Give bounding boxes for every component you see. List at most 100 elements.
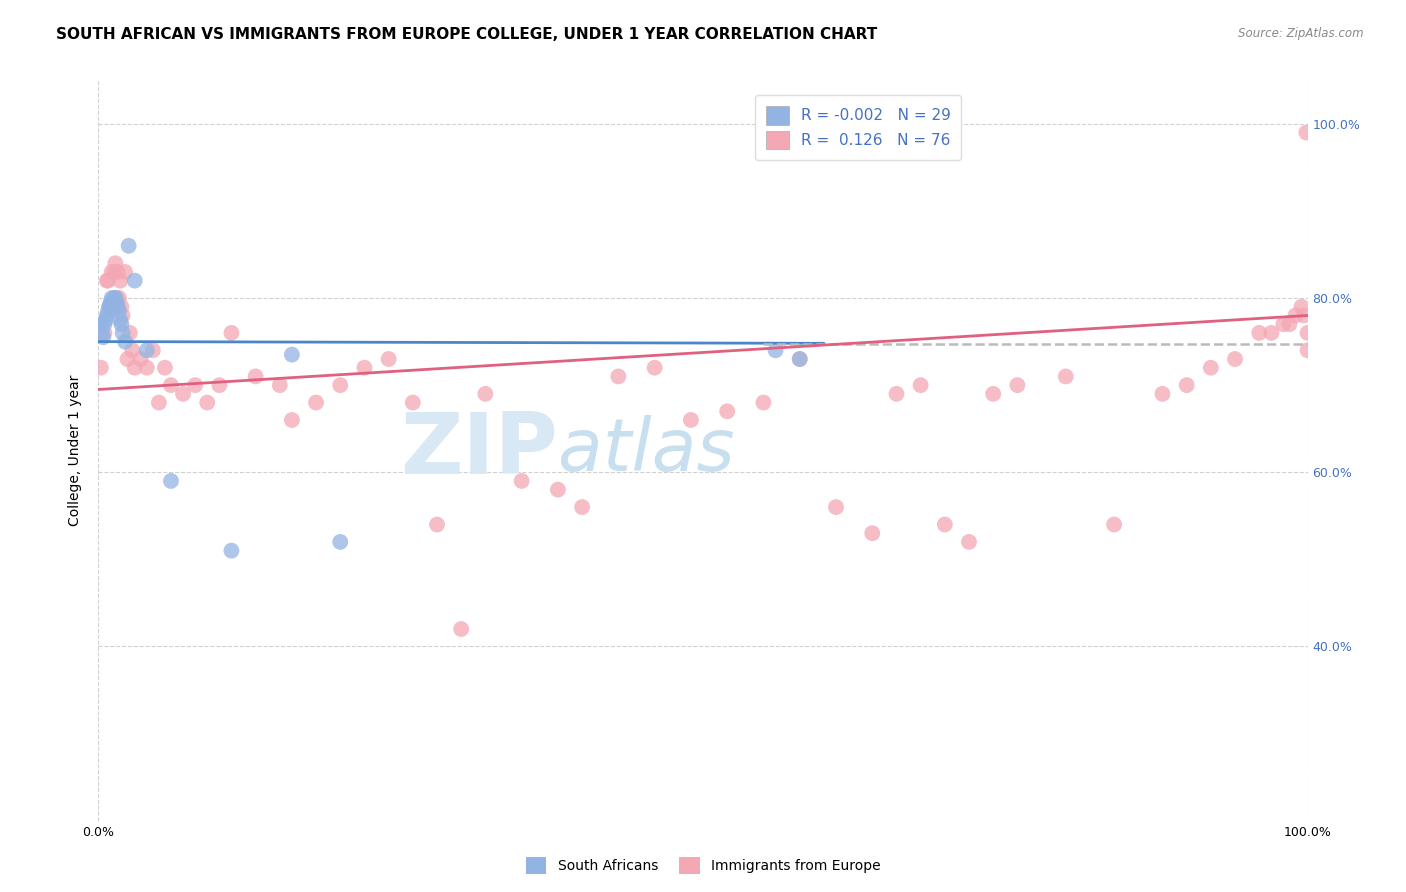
Point — [221, 543, 243, 558]
Point — [1296, 343, 1319, 358]
Point — [1007, 378, 1029, 392]
Point — [100, 265, 122, 279]
Point — [547, 483, 569, 497]
Point — [1102, 517, 1125, 532]
Point — [957, 535, 980, 549]
Point — [98, 300, 121, 314]
Point — [353, 360, 375, 375]
Point — [118, 239, 141, 253]
Point — [101, 300, 124, 314]
Text: Source: ZipAtlas.com: Source: ZipAtlas.com — [1239, 27, 1364, 40]
Point — [111, 326, 134, 340]
Point — [129, 351, 152, 366]
Point — [90, 360, 112, 375]
Point — [1292, 309, 1315, 323]
Point — [789, 351, 811, 366]
Point — [160, 474, 183, 488]
Text: SOUTH AFRICAN VS IMMIGRANTS FROM EUROPE COLLEGE, UNDER 1 YEAR CORRELATION CHART: SOUTH AFRICAN VS IMMIGRANTS FROM EUROPE … — [56, 27, 877, 42]
Point — [135, 360, 157, 375]
Point — [97, 274, 120, 288]
Point — [107, 265, 129, 279]
Point — [105, 295, 128, 310]
Point — [118, 326, 141, 340]
Point — [765, 343, 787, 358]
Point — [91, 326, 114, 340]
Point — [91, 330, 114, 344]
Point — [93, 317, 115, 331]
Point — [153, 360, 176, 375]
Point — [195, 395, 218, 409]
Point — [103, 265, 125, 279]
Point — [1272, 317, 1295, 331]
Point — [426, 517, 449, 532]
Y-axis label: College, Under 1 year: College, Under 1 year — [69, 375, 83, 526]
Point — [208, 378, 231, 392]
Point — [184, 378, 207, 392]
Point — [100, 300, 122, 314]
Point — [108, 313, 131, 327]
Legend: South Africans, Immigrants from Europe: South Africans, Immigrants from Europe — [519, 850, 887, 880]
Point — [644, 360, 666, 375]
Point — [93, 326, 115, 340]
Point — [172, 387, 194, 401]
Point — [108, 274, 131, 288]
Point — [1278, 317, 1301, 331]
Point — [377, 351, 399, 366]
Point — [114, 334, 136, 349]
Point — [825, 500, 848, 514]
Point — [100, 291, 122, 305]
Point — [148, 395, 170, 409]
Point — [142, 343, 165, 358]
Point — [245, 369, 267, 384]
Point — [117, 351, 139, 366]
Point — [114, 265, 136, 279]
Point — [108, 304, 131, 318]
Point — [160, 378, 183, 392]
Point — [124, 274, 146, 288]
Point — [910, 378, 932, 392]
Point — [100, 295, 122, 310]
Point — [679, 413, 702, 427]
Point — [1223, 351, 1246, 366]
Point — [1054, 369, 1077, 384]
Point — [752, 395, 775, 409]
Point — [103, 291, 125, 305]
Point — [607, 369, 630, 384]
Point — [97, 304, 120, 318]
Legend: R = -0.002   N = 29, R =  0.126   N = 76: R = -0.002 N = 29, R = 0.126 N = 76 — [755, 95, 962, 160]
Point — [110, 317, 132, 331]
Point — [305, 395, 328, 409]
Point — [1175, 378, 1198, 392]
Point — [105, 291, 128, 305]
Point — [329, 535, 352, 549]
Point — [104, 256, 127, 270]
Point — [98, 300, 121, 314]
Point — [402, 395, 425, 409]
Point — [96, 274, 118, 288]
Text: atlas: atlas — [558, 415, 734, 486]
Point — [716, 404, 738, 418]
Point — [107, 300, 129, 314]
Point — [571, 500, 593, 514]
Point — [474, 387, 496, 401]
Point — [450, 622, 472, 636]
Point — [886, 387, 908, 401]
Point — [1295, 126, 1317, 140]
Point — [281, 413, 304, 427]
Point — [108, 291, 131, 305]
Point — [221, 326, 243, 340]
Point — [1199, 360, 1222, 375]
Point — [981, 387, 1004, 401]
Point — [1284, 309, 1306, 323]
Point — [281, 348, 304, 362]
Point — [135, 343, 157, 358]
Point — [860, 526, 883, 541]
Point — [104, 291, 127, 305]
Point — [1249, 326, 1271, 340]
Point — [510, 474, 533, 488]
Point — [101, 295, 124, 310]
Point — [269, 378, 291, 392]
Point — [1291, 300, 1313, 314]
Point — [96, 309, 118, 323]
Text: ZIP: ZIP — [401, 409, 558, 492]
